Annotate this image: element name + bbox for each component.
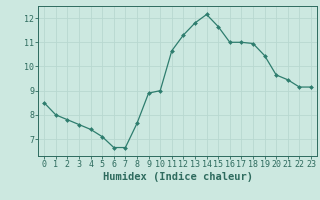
X-axis label: Humidex (Indice chaleur): Humidex (Indice chaleur)	[103, 172, 252, 182]
